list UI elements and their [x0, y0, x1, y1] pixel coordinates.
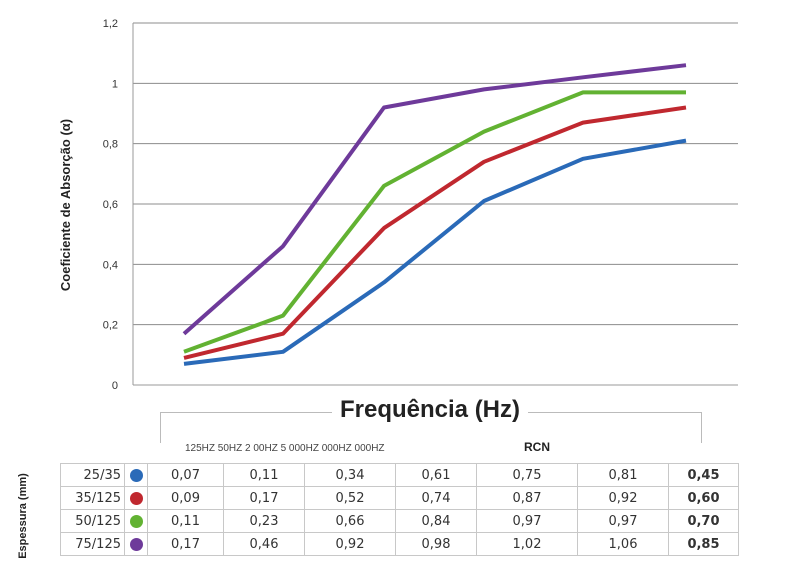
- rating-cell: 0,45: [669, 464, 739, 487]
- y-tick-label: 0,2: [103, 320, 118, 332]
- x-axis-label-group: Frequência (Hz): [160, 392, 700, 444]
- data-table: 25/35 0,07 0,11 0,34 0,61 0,75 0,81 0,45 35/125 0…: [60, 463, 739, 556]
- value-cell: 0,97: [477, 510, 578, 533]
- value-cell: 0,07: [148, 464, 224, 487]
- series-color-dot: [130, 515, 143, 528]
- series-line-75-125: [184, 65, 686, 334]
- value-cell: 0,61: [396, 464, 477, 487]
- y-tick-label: 0,4: [103, 259, 118, 271]
- series-color-dot: [130, 538, 143, 551]
- value-cell: 0,92: [578, 487, 669, 510]
- value-cell: 1,02: [477, 533, 578, 556]
- value-cell: 0,98: [396, 533, 477, 556]
- value-cell: 0,17: [224, 487, 305, 510]
- value-cell: 0,52: [305, 487, 396, 510]
- y-axis-label: Coeficiente de Absorção (α): [58, 119, 73, 291]
- series-line-35-125: [184, 108, 686, 358]
- x-axis-label: Frequência (Hz): [332, 396, 528, 423]
- value-cell: 0,92: [305, 533, 396, 556]
- thickness-cell: 50/125: [61, 510, 125, 533]
- thickness-cell: 75/125: [61, 533, 125, 556]
- series-marker-cell: [125, 487, 148, 510]
- grid-lines: [133, 23, 738, 385]
- thickness-cell: 35/125: [61, 487, 125, 510]
- value-cell: 0,17: [148, 533, 224, 556]
- series-lines: [184, 65, 686, 364]
- table-row: 35/125 0,09 0,17 0,52 0,74 0,87 0,92 0,60: [61, 487, 739, 510]
- y-tick-label: 0: [112, 380, 118, 392]
- series-color-dot: [130, 492, 143, 505]
- value-cell: 0,46: [224, 533, 305, 556]
- rating-cell: 0,60: [669, 487, 739, 510]
- value-cell: 0,09: [148, 487, 224, 510]
- value-cell: 0,11: [224, 464, 305, 487]
- series-marker-cell: [125, 510, 148, 533]
- thickness-side-label: Espessura (mm): [6, 470, 36, 580]
- y-tick-label: 1,2: [103, 18, 118, 30]
- y-tick-label: 0,6: [103, 199, 118, 211]
- series-marker-cell: [125, 533, 148, 556]
- value-cell: 0,11: [148, 510, 224, 533]
- y-tick-labels: 0 0,2 0,4 0,6 0,8 1 1,2: [103, 18, 118, 392]
- thickness-cell: 25/35: [61, 464, 125, 487]
- table-row: 50/125 0,11 0,23 0,66 0,84 0,97 0,97 0,70: [61, 510, 739, 533]
- absorption-chart: 0 0,2 0,4 0,6 0,8 1 1,2 Coeficiente de Absorçã…: [0, 0, 787, 400]
- series-marker-cell: [125, 464, 148, 487]
- value-cell: 0,84: [396, 510, 477, 533]
- value-cell: 0,34: [305, 464, 396, 487]
- table-row: 25/35 0,07 0,11 0,34 0,61 0,75 0,81 0,45: [61, 464, 739, 487]
- table-row: 75/125 0,17 0,46 0,92 0,98 1,02 1,06 0,85: [61, 533, 739, 556]
- series-line-50-125: [184, 92, 686, 351]
- y-tick-label: 1: [112, 78, 118, 90]
- value-cell: 0,87: [477, 487, 578, 510]
- value-cell: 0,23: [224, 510, 305, 533]
- value-cell: 0,74: [396, 487, 477, 510]
- rating-cell: 0,70: [669, 510, 739, 533]
- value-cell: 0,97: [578, 510, 669, 533]
- series-line-25-35: [184, 141, 686, 364]
- rating-cell: 0,85: [669, 533, 739, 556]
- value-cell: 0,66: [305, 510, 396, 533]
- value-cell: 0,81: [578, 464, 669, 487]
- series-color-dot: [130, 469, 143, 482]
- value-cell: 0,75: [477, 464, 578, 487]
- value-cell: 1,06: [578, 533, 669, 556]
- frequency-header: 125HZ 50HZ 2 00HZ 5 000HZ 000HZ 000HZ: [185, 443, 385, 454]
- y-tick-label: 0,8: [103, 139, 118, 151]
- rating-header: RCN: [524, 440, 550, 454]
